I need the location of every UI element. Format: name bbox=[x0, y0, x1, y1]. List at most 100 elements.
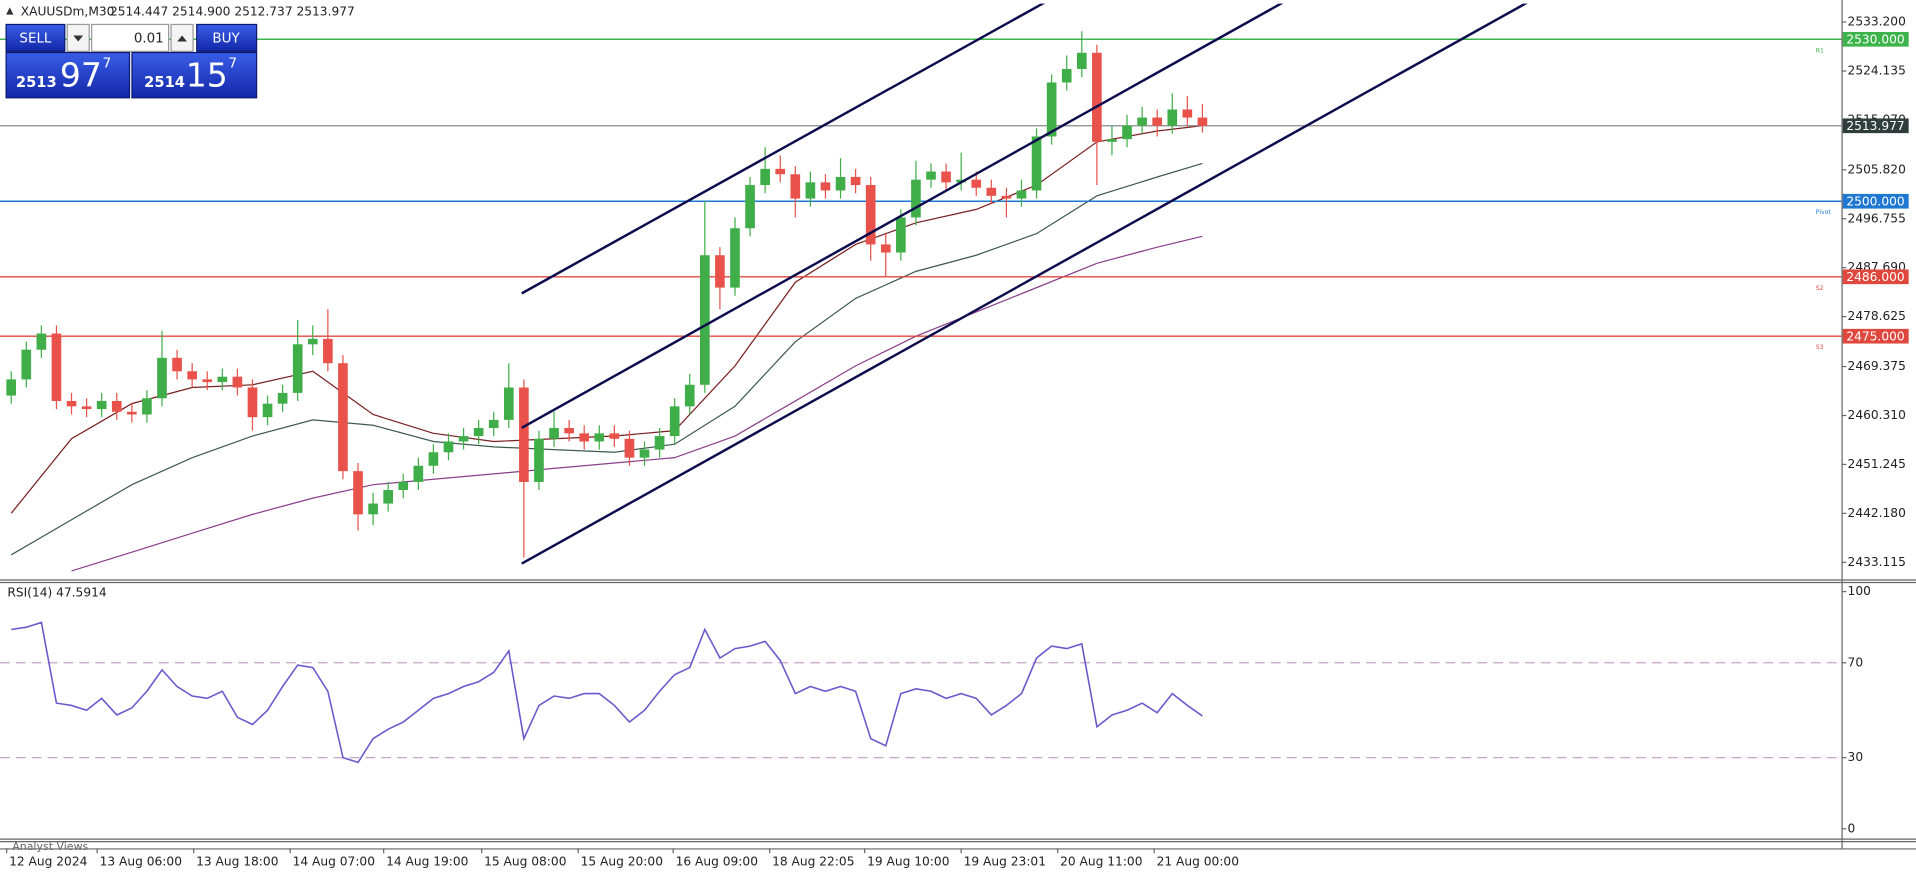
price-tag-label: 2486.000 bbox=[1846, 270, 1904, 284]
price-panel bbox=[0, 31, 1842, 572]
price-tag-label: 2500.000 bbox=[1846, 194, 1904, 208]
candle-body bbox=[594, 433, 605, 442]
trend-line bbox=[521, 3, 1046, 295]
y-tick-label: 2478.625 bbox=[1848, 309, 1906, 323]
candle-body bbox=[1152, 117, 1163, 126]
current-price-tag bbox=[1842, 118, 1909, 134]
candle-body bbox=[217, 376, 228, 383]
candle-body bbox=[579, 433, 590, 442]
price-tag bbox=[1842, 269, 1909, 285]
y-tick-label: 2451.245 bbox=[1848, 457, 1906, 471]
lot-input[interactable] bbox=[91, 23, 170, 52]
candle-body bbox=[277, 392, 288, 404]
y-tick-label: 2442.180 bbox=[1848, 506, 1906, 520]
candle-body bbox=[654, 436, 665, 450]
candle-body bbox=[428, 452, 439, 466]
candle-body bbox=[775, 168, 786, 175]
candle-body bbox=[172, 357, 182, 372]
collapse-icon[interactable] bbox=[6, 7, 14, 15]
buy-button[interactable] bbox=[196, 23, 258, 52]
candle-body bbox=[157, 357, 167, 399]
x-tick-label: 21 Aug 00:00 bbox=[1157, 854, 1239, 868]
candle-body bbox=[353, 471, 363, 515]
trend-line bbox=[521, 3, 1284, 429]
candle-body bbox=[1001, 195, 1012, 199]
x-tick-label: 19 Aug 23:01 bbox=[964, 854, 1046, 868]
x-tick-label: 18 Aug 22:05 bbox=[772, 854, 854, 868]
candle-body bbox=[896, 217, 906, 253]
y-tick-label: 2469.375 bbox=[1848, 359, 1906, 373]
y-tick-label: 2433.115 bbox=[1848, 555, 1906, 569]
price-tag bbox=[1842, 193, 1909, 209]
candle-body bbox=[820, 182, 831, 191]
lot-up-icon bbox=[177, 35, 187, 42]
candle-body bbox=[142, 398, 152, 415]
level-name: S2 bbox=[1816, 285, 1824, 292]
y-tick-label: 100 bbox=[1848, 584, 1871, 598]
candle-body bbox=[187, 371, 197, 380]
candle-body bbox=[66, 400, 77, 407]
level-name: S3 bbox=[1816, 344, 1824, 351]
candle-body bbox=[307, 338, 318, 345]
x-tick-label: 20 Aug 11:00 bbox=[1060, 854, 1142, 868]
candle-body bbox=[323, 338, 333, 364]
candle-body bbox=[911, 179, 921, 218]
candle-body bbox=[1182, 109, 1193, 118]
ask-main: 15 bbox=[186, 56, 228, 95]
candle-body bbox=[880, 244, 891, 253]
y-tick-label: 2524.135 bbox=[1848, 63, 1906, 77]
candle-body bbox=[986, 187, 997, 196]
y-tick-label: 2496.755 bbox=[1848, 211, 1906, 225]
frames bbox=[0, 0, 1916, 850]
x-tick-label: 13 Aug 18:00 bbox=[196, 854, 278, 868]
candle-body bbox=[790, 174, 801, 199]
x-tick-label: 14 Aug 19:00 bbox=[386, 854, 468, 868]
current-price-label: 2513.977 bbox=[1846, 119, 1904, 133]
candle-body bbox=[338, 363, 348, 472]
candle-body bbox=[81, 406, 92, 410]
x-tick-label: 16 Aug 09:00 bbox=[676, 854, 758, 868]
bid-sup: 7 bbox=[103, 57, 112, 72]
candle-body bbox=[247, 387, 258, 418]
x-tick-label: 15 Aug 20:00 bbox=[581, 854, 663, 868]
candle-body bbox=[51, 333, 62, 401]
candle-body bbox=[639, 449, 650, 458]
sell-button[interactable] bbox=[5, 23, 66, 52]
candle-body bbox=[549, 427, 559, 439]
candle-body bbox=[383, 490, 393, 504]
sell-label[interactable]: SELL bbox=[19, 32, 52, 47]
y-tick-label: 2460.310 bbox=[1848, 408, 1906, 422]
candle-body bbox=[1197, 117, 1208, 126]
bid-big: 2513 bbox=[16, 74, 57, 91]
lot-down-icon bbox=[73, 35, 84, 42]
candle-body bbox=[36, 333, 47, 350]
candle-body bbox=[398, 481, 409, 491]
candle-body bbox=[624, 438, 635, 458]
candle-body bbox=[488, 419, 499, 428]
candle-body bbox=[6, 379, 17, 396]
y-tick-label: 30 bbox=[1848, 750, 1864, 764]
candle-body bbox=[609, 433, 620, 439]
candle-body bbox=[745, 185, 755, 229]
candle-body bbox=[1076, 52, 1087, 69]
candle-body bbox=[760, 168, 770, 186]
bid-box[interactable] bbox=[5, 51, 131, 99]
candle-body bbox=[503, 387, 514, 420]
candle-body bbox=[941, 171, 951, 183]
buy-label[interactable]: BUY bbox=[212, 32, 240, 47]
rsi-line bbox=[11, 621, 1203, 764]
y-tick-label: 70 bbox=[1848, 655, 1864, 669]
candle-body bbox=[127, 411, 137, 415]
x-tick-label: 19 Aug 10:00 bbox=[867, 854, 949, 868]
candle-body bbox=[232, 376, 243, 388]
ask-box[interactable] bbox=[131, 51, 258, 99]
candle-body bbox=[202, 379, 213, 383]
candle-body bbox=[1016, 190, 1027, 199]
analyst-views-tab[interactable]: Analyst Views bbox=[12, 840, 88, 853]
candle-body bbox=[1122, 125, 1132, 140]
level-name: Pivot bbox=[1816, 209, 1832, 216]
ask-sup: 7 bbox=[229, 57, 238, 72]
candle-body bbox=[1107, 139, 1117, 142]
